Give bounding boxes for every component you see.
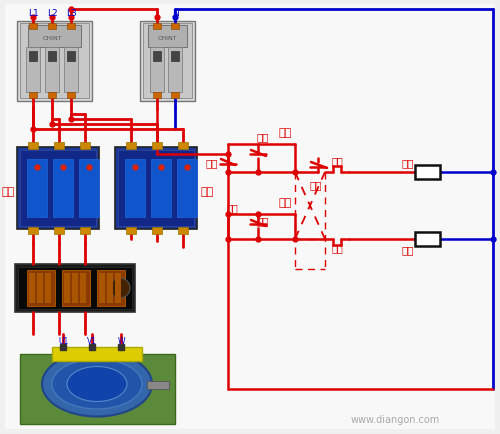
Bar [20,354,175,424]
Bar [168,48,182,93]
Ellipse shape [52,359,142,409]
Text: CHINT: CHINT [157,36,177,40]
Text: 启动: 启动 [257,132,269,141]
Bar [171,52,179,62]
Text: CHINT: CHINT [42,36,62,40]
Text: 反转: 反转 [226,203,238,213]
Bar [152,227,162,234]
Text: 停止: 停止 [206,158,218,168]
Bar [20,151,96,227]
Text: 反转: 反转 [331,156,343,166]
Bar [178,143,188,150]
Bar [153,24,161,30]
Bar [29,273,35,303]
Bar [45,273,51,303]
Bar [28,143,38,150]
Bar [54,227,64,234]
Ellipse shape [67,367,127,401]
Bar [178,227,188,234]
Text: 正转: 正转 [402,158,414,168]
Bar [107,273,113,303]
Bar [115,273,121,303]
Bar [152,143,162,150]
Text: 反转: 反转 [402,244,414,254]
Text: 正转: 正转 [2,187,15,197]
Bar [153,93,161,99]
Text: L2: L2 [46,9,58,17]
Bar [64,273,70,303]
Bar [28,26,81,48]
Text: 启动: 启动 [257,216,269,226]
Bar [53,160,73,217]
Bar [54,143,64,150]
Bar [72,273,78,303]
Text: L1: L1 [28,9,38,17]
Bar [15,264,135,312]
Bar [62,270,90,306]
Bar [125,160,145,217]
Bar [140,22,195,102]
Bar [67,52,75,62]
Text: 正转: 正转 [278,128,291,138]
Text: W: W [118,337,125,346]
Bar [26,48,40,93]
Bar [415,233,440,247]
Bar [45,48,59,93]
Bar [80,273,86,303]
Bar [79,160,99,217]
Text: 反转: 反转 [278,197,291,207]
Bar [20,24,89,99]
Bar [80,143,90,150]
Bar [48,24,56,30]
Bar [37,273,43,303]
Text: U1: U1 [58,337,68,346]
Bar [115,148,197,230]
Bar [148,26,187,48]
Bar [126,143,136,150]
Bar [29,24,37,30]
Bar [67,24,75,30]
Bar [150,48,164,93]
Bar [126,227,136,234]
Bar [118,151,194,227]
Bar [64,48,78,93]
Bar [52,347,142,361]
Bar [147,381,169,389]
Bar [415,166,440,180]
Bar [18,267,132,309]
Bar [177,160,197,217]
Bar [171,24,179,30]
Bar [17,148,99,230]
Bar [27,270,55,306]
Bar [29,93,37,99]
Text: 反转: 反转 [310,180,322,190]
Bar [48,52,56,62]
Bar [153,52,161,62]
Text: L3: L3 [66,9,76,17]
Text: 正转: 正转 [331,243,343,253]
Text: V1: V1 [87,337,97,346]
Bar [67,93,75,99]
Text: N: N [172,9,178,17]
Circle shape [110,278,130,298]
Bar [80,227,90,234]
Bar [143,24,192,99]
Bar [99,273,105,303]
Bar [151,160,171,217]
Ellipse shape [42,352,152,417]
Bar [171,93,179,99]
Bar [29,52,37,62]
Bar [28,227,38,234]
Text: 反转: 反转 [200,187,213,197]
Bar [27,160,47,217]
Text: www.diangon.com: www.diangon.com [350,414,440,424]
Bar [17,22,92,102]
Bar [48,93,56,99]
Bar [97,270,125,306]
